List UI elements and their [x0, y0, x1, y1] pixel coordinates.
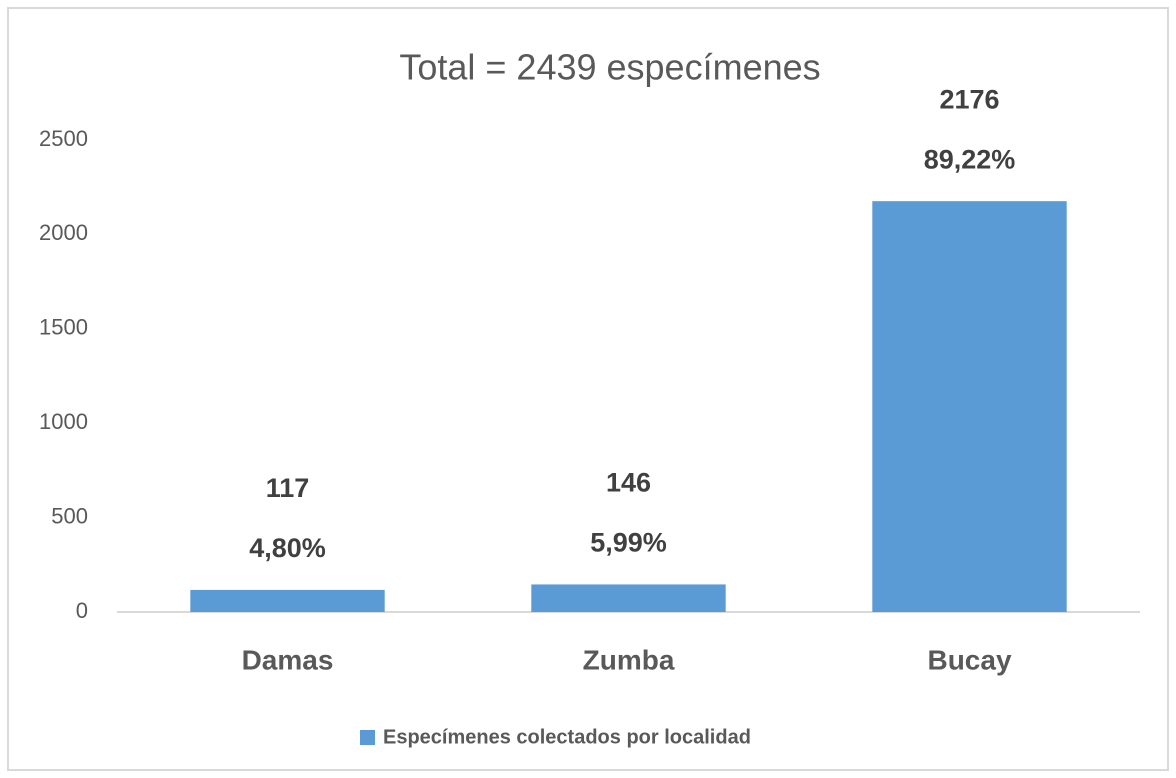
data-label: 2176: [939, 84, 999, 114]
y-tick-label: 1000: [39, 409, 88, 434]
y-tick-label: 0: [76, 598, 88, 623]
data-label: 117: [266, 473, 310, 503]
x-tick-label: Bucay: [927, 644, 1011, 675]
percent-label: 5,99%: [590, 528, 667, 558]
chart-title: Total = 2439 especímenes: [399, 47, 820, 88]
bar: [872, 201, 1067, 612]
percent-label: 4,80%: [249, 533, 326, 563]
percent-label: 89,22%: [924, 144, 1016, 174]
y-tick-label: 1500: [39, 315, 88, 340]
legend-label: Especímenes colectados por localidad: [383, 726, 751, 748]
y-tick-label: 500: [51, 503, 88, 528]
bar: [531, 584, 726, 612]
x-tick-label: Damas: [242, 644, 334, 675]
data-label: 146: [606, 468, 651, 498]
legend-swatch: [360, 730, 375, 745]
y-tick-label: 2000: [39, 220, 88, 245]
y-tick-label: 2500: [39, 126, 88, 151]
x-tick-label: Zumba: [583, 644, 675, 675]
bar: [190, 589, 385, 612]
